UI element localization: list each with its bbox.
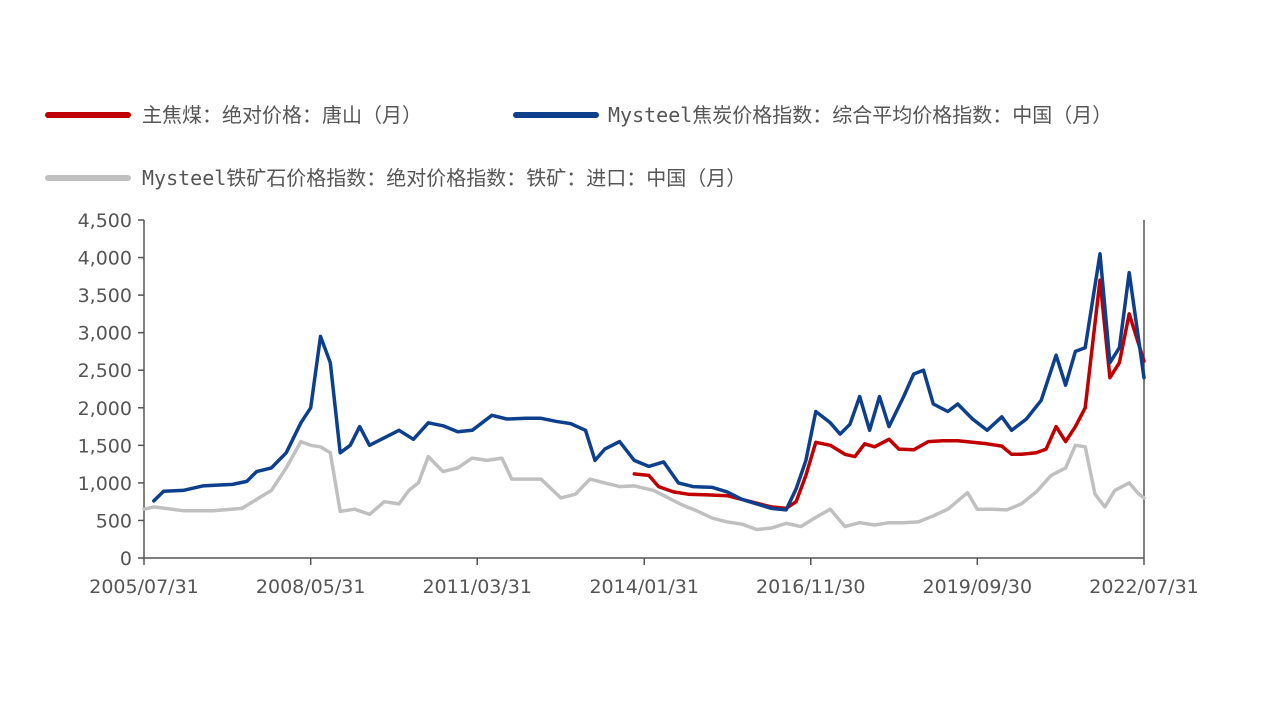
legend-label-coke-index: Mysteel焦炭价格指数：综合平均价格指数：中国（月） (608, 103, 1112, 127)
x-tick-label: 2008/05/31 (256, 576, 366, 598)
x-tick-label: 2011/03/31 (422, 576, 532, 598)
y-axis-ticks: 0 500 1,000 1,500 2,000 2,500 3,000 3,500 4,000 4… (78, 210, 144, 570)
y-tick-label: 2,000 (78, 398, 132, 420)
legend-item-iron-ore-index: Mysteel铁矿石价格指数：绝对价格指数：铁矿：进口：中国（月） (45, 166, 746, 190)
y-tick-label: 0 (120, 548, 132, 570)
y-tick-label: 2,500 (78, 360, 132, 382)
y-tick-label: 3,000 (78, 323, 132, 345)
series-lines (142, 252, 1146, 532)
legend-label-coking-coal: 主焦煤：绝对价格：唐山（月） (142, 103, 422, 127)
x-tick-label: 2005/07/31 (89, 576, 199, 598)
legend: 主焦煤：绝对价格：唐山（月） Mysteel焦炭价格指数：综合平均价格指数：中国… (45, 103, 1112, 190)
y-tick-label: 4,000 (78, 248, 132, 270)
series-line-coke-index (152, 252, 1146, 512)
x-tick-label: 2014/01/31 (589, 576, 699, 598)
y-tick-label: 4,500 (78, 210, 132, 232)
series-line-coking-coal (632, 278, 1146, 511)
x-tick-label: 2022/07/31 (1089, 576, 1199, 598)
y-tick-label: 1,000 (78, 473, 132, 495)
x-axis-ticks: 2005/07/31 2008/05/31 2011/03/31 2014/01/31… (89, 558, 1199, 598)
y-tick-label: 500 (96, 510, 132, 532)
y-tick-label: 1,500 (78, 435, 132, 457)
legend-label-iron-ore-index: Mysteel铁矿石价格指数：绝对价格指数：铁矿：进口：中国（月） (142, 166, 746, 190)
y-tick-label: 3,500 (78, 285, 132, 307)
series-line-iron-ore-index (142, 439, 1146, 532)
x-tick-label: 2019/09/30 (923, 576, 1033, 598)
legend-item-coking-coal: 主焦煤：绝对价格：唐山（月） (45, 103, 422, 127)
x-tick-label: 2016/11/30 (756, 576, 866, 598)
legend-item-coke-index: Mysteel焦炭价格指数：综合平均价格指数：中国（月） (513, 103, 1112, 127)
